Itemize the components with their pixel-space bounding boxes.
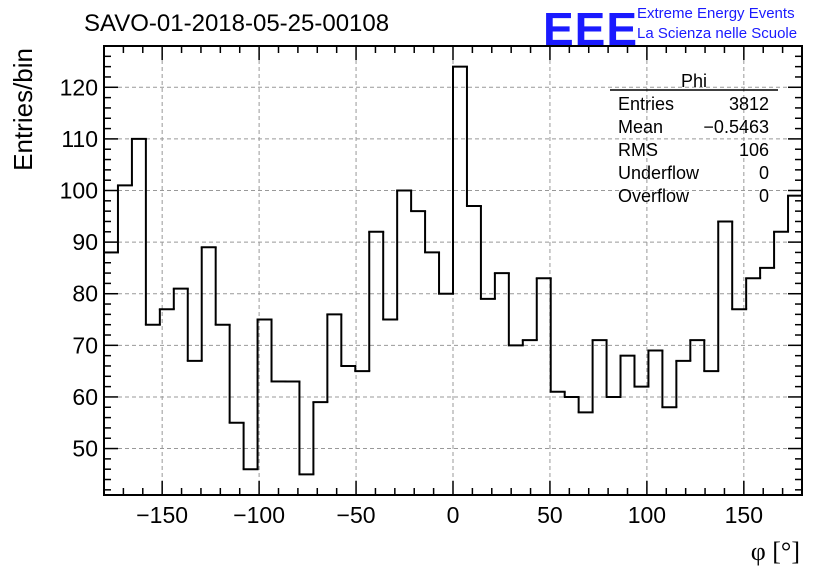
x-tick-label: −150 bbox=[136, 502, 188, 528]
y-tick-label: 60 bbox=[72, 384, 98, 410]
y-tick-label: 110 bbox=[61, 126, 98, 152]
y-axis-label: Entries/bin bbox=[8, 48, 38, 171]
stats-value: 106 bbox=[739, 140, 769, 160]
stats-rows: Entries 3812 Mean −0.5463 RMS 106 Underflow 0 Ov… bbox=[618, 94, 769, 206]
grid-lines bbox=[104, 46, 802, 495]
x-tick-label: 0 bbox=[447, 502, 460, 528]
y-tick-label: 120 bbox=[60, 74, 98, 100]
x-tick-label: −100 bbox=[233, 502, 285, 528]
stats-label: Mean bbox=[618, 117, 663, 137]
stats-label: RMS bbox=[618, 140, 658, 160]
y-tick-label: 100 bbox=[60, 178, 98, 204]
stats-name: Phi bbox=[681, 71, 707, 91]
y-tick-label: 70 bbox=[72, 332, 98, 358]
stats-label: Underflow bbox=[618, 163, 700, 183]
x-tick-label: 50 bbox=[537, 502, 563, 528]
y-tick-label: 90 bbox=[72, 229, 98, 255]
y-tick-label: 50 bbox=[72, 436, 98, 462]
stats-value: 3812 bbox=[729, 94, 769, 114]
stats-value: −0.5463 bbox=[703, 117, 769, 137]
x-tick-label: −50 bbox=[337, 502, 376, 528]
logo-line-2: La Scienza nelle Scuole bbox=[637, 25, 798, 42]
stats-value: 0 bbox=[759, 186, 769, 206]
stats-value: 0 bbox=[759, 163, 769, 183]
x-tick-label: 100 bbox=[628, 502, 666, 528]
histogram-series bbox=[103, 65, 803, 476]
x-axis-label: φ [°] bbox=[751, 537, 800, 566]
histogram-title: SAVO-01-2018-05-25-00108 bbox=[84, 10, 390, 37]
y-tick-label: 80 bbox=[72, 281, 98, 307]
stats-box: Phi Entries 3812 Mean −0.5463 RMS 106 Underflo… bbox=[610, 71, 778, 206]
stats-label: Entries bbox=[618, 94, 674, 114]
x-tick-label: 150 bbox=[725, 502, 763, 528]
stats-label: Overflow bbox=[618, 186, 690, 206]
axis-ticks bbox=[103, 45, 803, 495]
axis-tick-labels: −150 −100 −50 0 50 100 150 50 60 70 80 90 100 110 120 bbox=[60, 74, 763, 528]
eee-logo-caption: Extreme Energy Events La Scienza nelle S… bbox=[637, 4, 797, 44]
logo-line-1: Extreme Energy Events bbox=[637, 5, 795, 22]
